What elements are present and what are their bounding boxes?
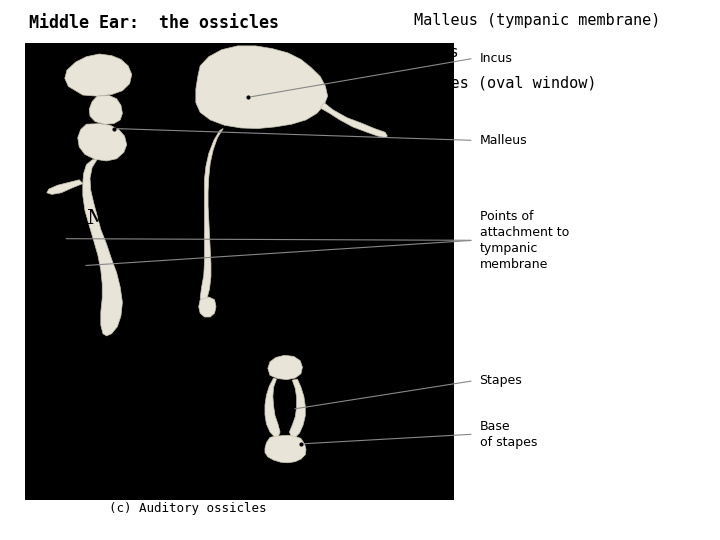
Polygon shape	[47, 180, 83, 194]
Polygon shape	[265, 435, 306, 463]
Polygon shape	[268, 355, 302, 380]
Text: Points of
attachment to
tympanic
membrane: Points of attachment to tympanic membran…	[480, 210, 569, 271]
Polygon shape	[200, 129, 223, 301]
Text: Base
of stapes: Base of stapes	[480, 420, 537, 449]
Polygon shape	[289, 379, 305, 437]
Text: Middle Ear:  the ossicles: Middle Ear: the ossicles	[29, 14, 279, 31]
Text: I: I	[230, 217, 238, 237]
Polygon shape	[320, 103, 387, 138]
Polygon shape	[196, 46, 328, 129]
Text: Malleus: Malleus	[480, 134, 527, 147]
Bar	[25, 43, 454, 500]
Polygon shape	[78, 124, 127, 161]
Text: M: M	[86, 209, 108, 228]
Text: (c) Auditory ossicles: (c) Auditory ossicles	[109, 502, 266, 515]
Polygon shape	[89, 96, 122, 124]
Polygon shape	[265, 378, 280, 437]
Text: Stapes: Stapes	[480, 374, 522, 387]
Text: Malleus (tympanic membrane): Malleus (tympanic membrane)	[414, 14, 660, 29]
Text: Stapes (oval window): Stapes (oval window)	[414, 76, 596, 91]
Text: S: S	[277, 414, 292, 434]
Text: Incus: Incus	[414, 45, 459, 60]
Polygon shape	[65, 54, 132, 96]
Text: Incus: Incus	[480, 52, 513, 65]
Polygon shape	[199, 297, 216, 317]
Polygon shape	[83, 159, 122, 336]
